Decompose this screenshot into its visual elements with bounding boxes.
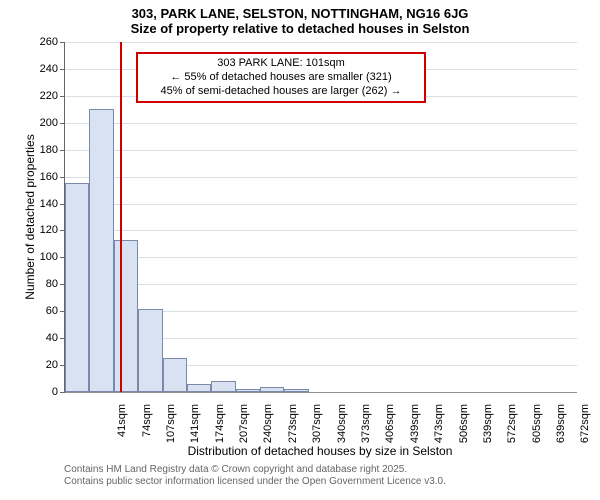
grid-line xyxy=(65,392,577,393)
y-tick-mark xyxy=(60,284,64,285)
y-tick-mark xyxy=(60,204,64,205)
grid-line xyxy=(65,150,577,151)
y-axis-title: Number of detached properties xyxy=(23,117,37,317)
chart-title-line2: Size of property relative to detached ho… xyxy=(0,21,600,36)
y-tick-mark xyxy=(60,392,64,393)
histogram-bar xyxy=(211,381,235,392)
footer-line2: Contains public sector information licen… xyxy=(64,476,446,488)
chart-container: 303, PARK LANE, SELSTON, NOTTINGHAM, NG1… xyxy=(0,0,600,500)
histogram-bar xyxy=(284,389,308,392)
y-tick-label: 220 xyxy=(0,90,58,102)
y-tick-label: 40 xyxy=(0,332,58,344)
grid-line xyxy=(65,230,577,231)
y-tick-mark xyxy=(60,69,64,70)
y-tick-mark xyxy=(60,257,64,258)
y-tick-mark xyxy=(60,42,64,43)
histogram-bar xyxy=(114,240,138,392)
y-tick-mark xyxy=(60,177,64,178)
x-tick-label: 672sqm xyxy=(579,404,591,454)
chart-title-line1: 303, PARK LANE, SELSTON, NOTTINGHAM, NG1… xyxy=(0,6,600,21)
y-tick-mark xyxy=(60,123,64,124)
y-tick-mark xyxy=(60,365,64,366)
y-tick-mark xyxy=(60,96,64,97)
histogram-bar xyxy=(187,384,211,392)
annotation-box: 303 PARK LANE: 101sqm ← 55% of detached … xyxy=(136,52,426,103)
footer-line1: Contains HM Land Registry data © Crown c… xyxy=(64,464,446,476)
annotation-line1: 303 PARK LANE: 101sqm xyxy=(144,57,418,71)
grid-line xyxy=(65,123,577,124)
histogram-bar xyxy=(65,183,89,392)
annotation-line3: 45% of semi-detached houses are larger (… xyxy=(144,85,418,99)
grid-line xyxy=(65,177,577,178)
annotation-line2: ← 55% of detached houses are smaller (32… xyxy=(144,71,418,85)
y-tick-label: 240 xyxy=(0,63,58,75)
marker-line xyxy=(120,42,122,392)
y-tick-label: 0 xyxy=(0,386,58,398)
histogram-bar xyxy=(89,109,113,392)
y-tick-mark xyxy=(60,311,64,312)
y-tick-mark xyxy=(60,230,64,231)
histogram-bar xyxy=(163,358,187,392)
y-tick-label: 260 xyxy=(0,36,58,48)
footer-attribution: Contains HM Land Registry data © Crown c… xyxy=(64,464,446,488)
histogram-bar xyxy=(236,389,260,392)
grid-line xyxy=(65,204,577,205)
y-tick-label: 20 xyxy=(0,359,58,371)
grid-line xyxy=(65,284,577,285)
grid-line xyxy=(65,257,577,258)
grid-line xyxy=(65,42,577,43)
y-tick-mark xyxy=(60,338,64,339)
x-axis-title: Distribution of detached houses by size … xyxy=(64,444,576,458)
histogram-bar xyxy=(138,309,162,392)
y-tick-mark xyxy=(60,150,64,151)
histogram-bar xyxy=(260,387,284,392)
